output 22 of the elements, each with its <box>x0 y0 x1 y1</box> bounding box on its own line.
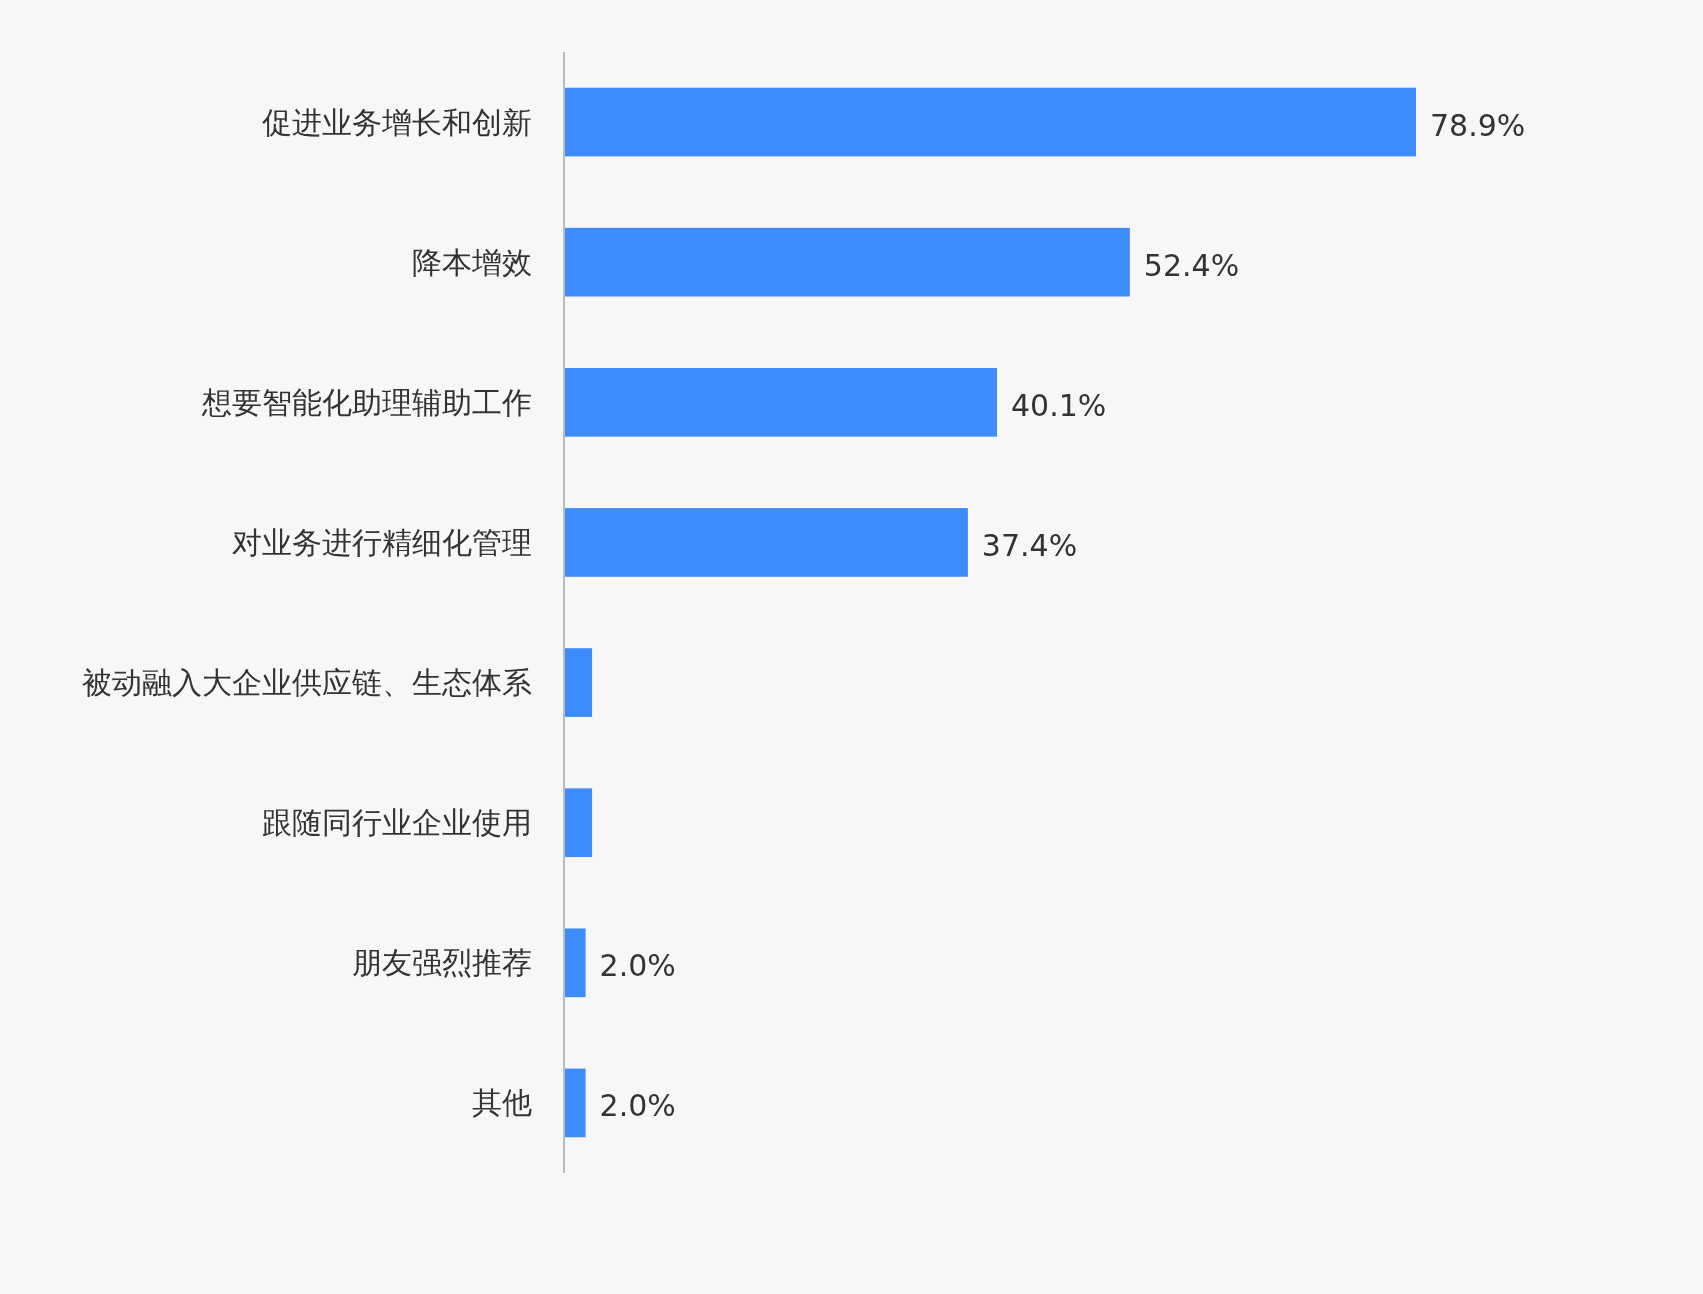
bar <box>564 367 998 437</box>
bar <box>564 928 586 998</box>
y-tick-label: 促进业务增长和创新 <box>262 104 532 140</box>
bar <box>564 1068 586 1138</box>
data-label: 52.4% <box>1143 247 1240 283</box>
data-label: 2.0% <box>599 1088 676 1124</box>
y-tick-label: 想要智能化助理辅助工作 <box>201 384 532 420</box>
data-label: 78.9% <box>1430 107 1526 143</box>
y-tick-label: 其他 <box>472 1085 532 1121</box>
y-tick-label: 朋友强烈推荐 <box>352 945 532 981</box>
bar <box>564 87 1416 157</box>
bar <box>564 508 968 577</box>
data-label: 37.4% <box>981 527 1078 563</box>
bar <box>564 788 593 858</box>
y-tick-label: 降本增效 <box>412 244 532 280</box>
y-tick-label: 跟随同行业企业使用 <box>262 805 532 841</box>
data-label: 2.0% <box>599 948 676 984</box>
data-label: 40.1% <box>1011 387 1107 423</box>
bar <box>564 648 593 717</box>
y-tick-label: 被动融入大企业供应链、生态体系 <box>82 665 532 701</box>
y-tick-label: 对业务进行精细化管理 <box>232 524 532 560</box>
bar <box>564 227 1130 297</box>
